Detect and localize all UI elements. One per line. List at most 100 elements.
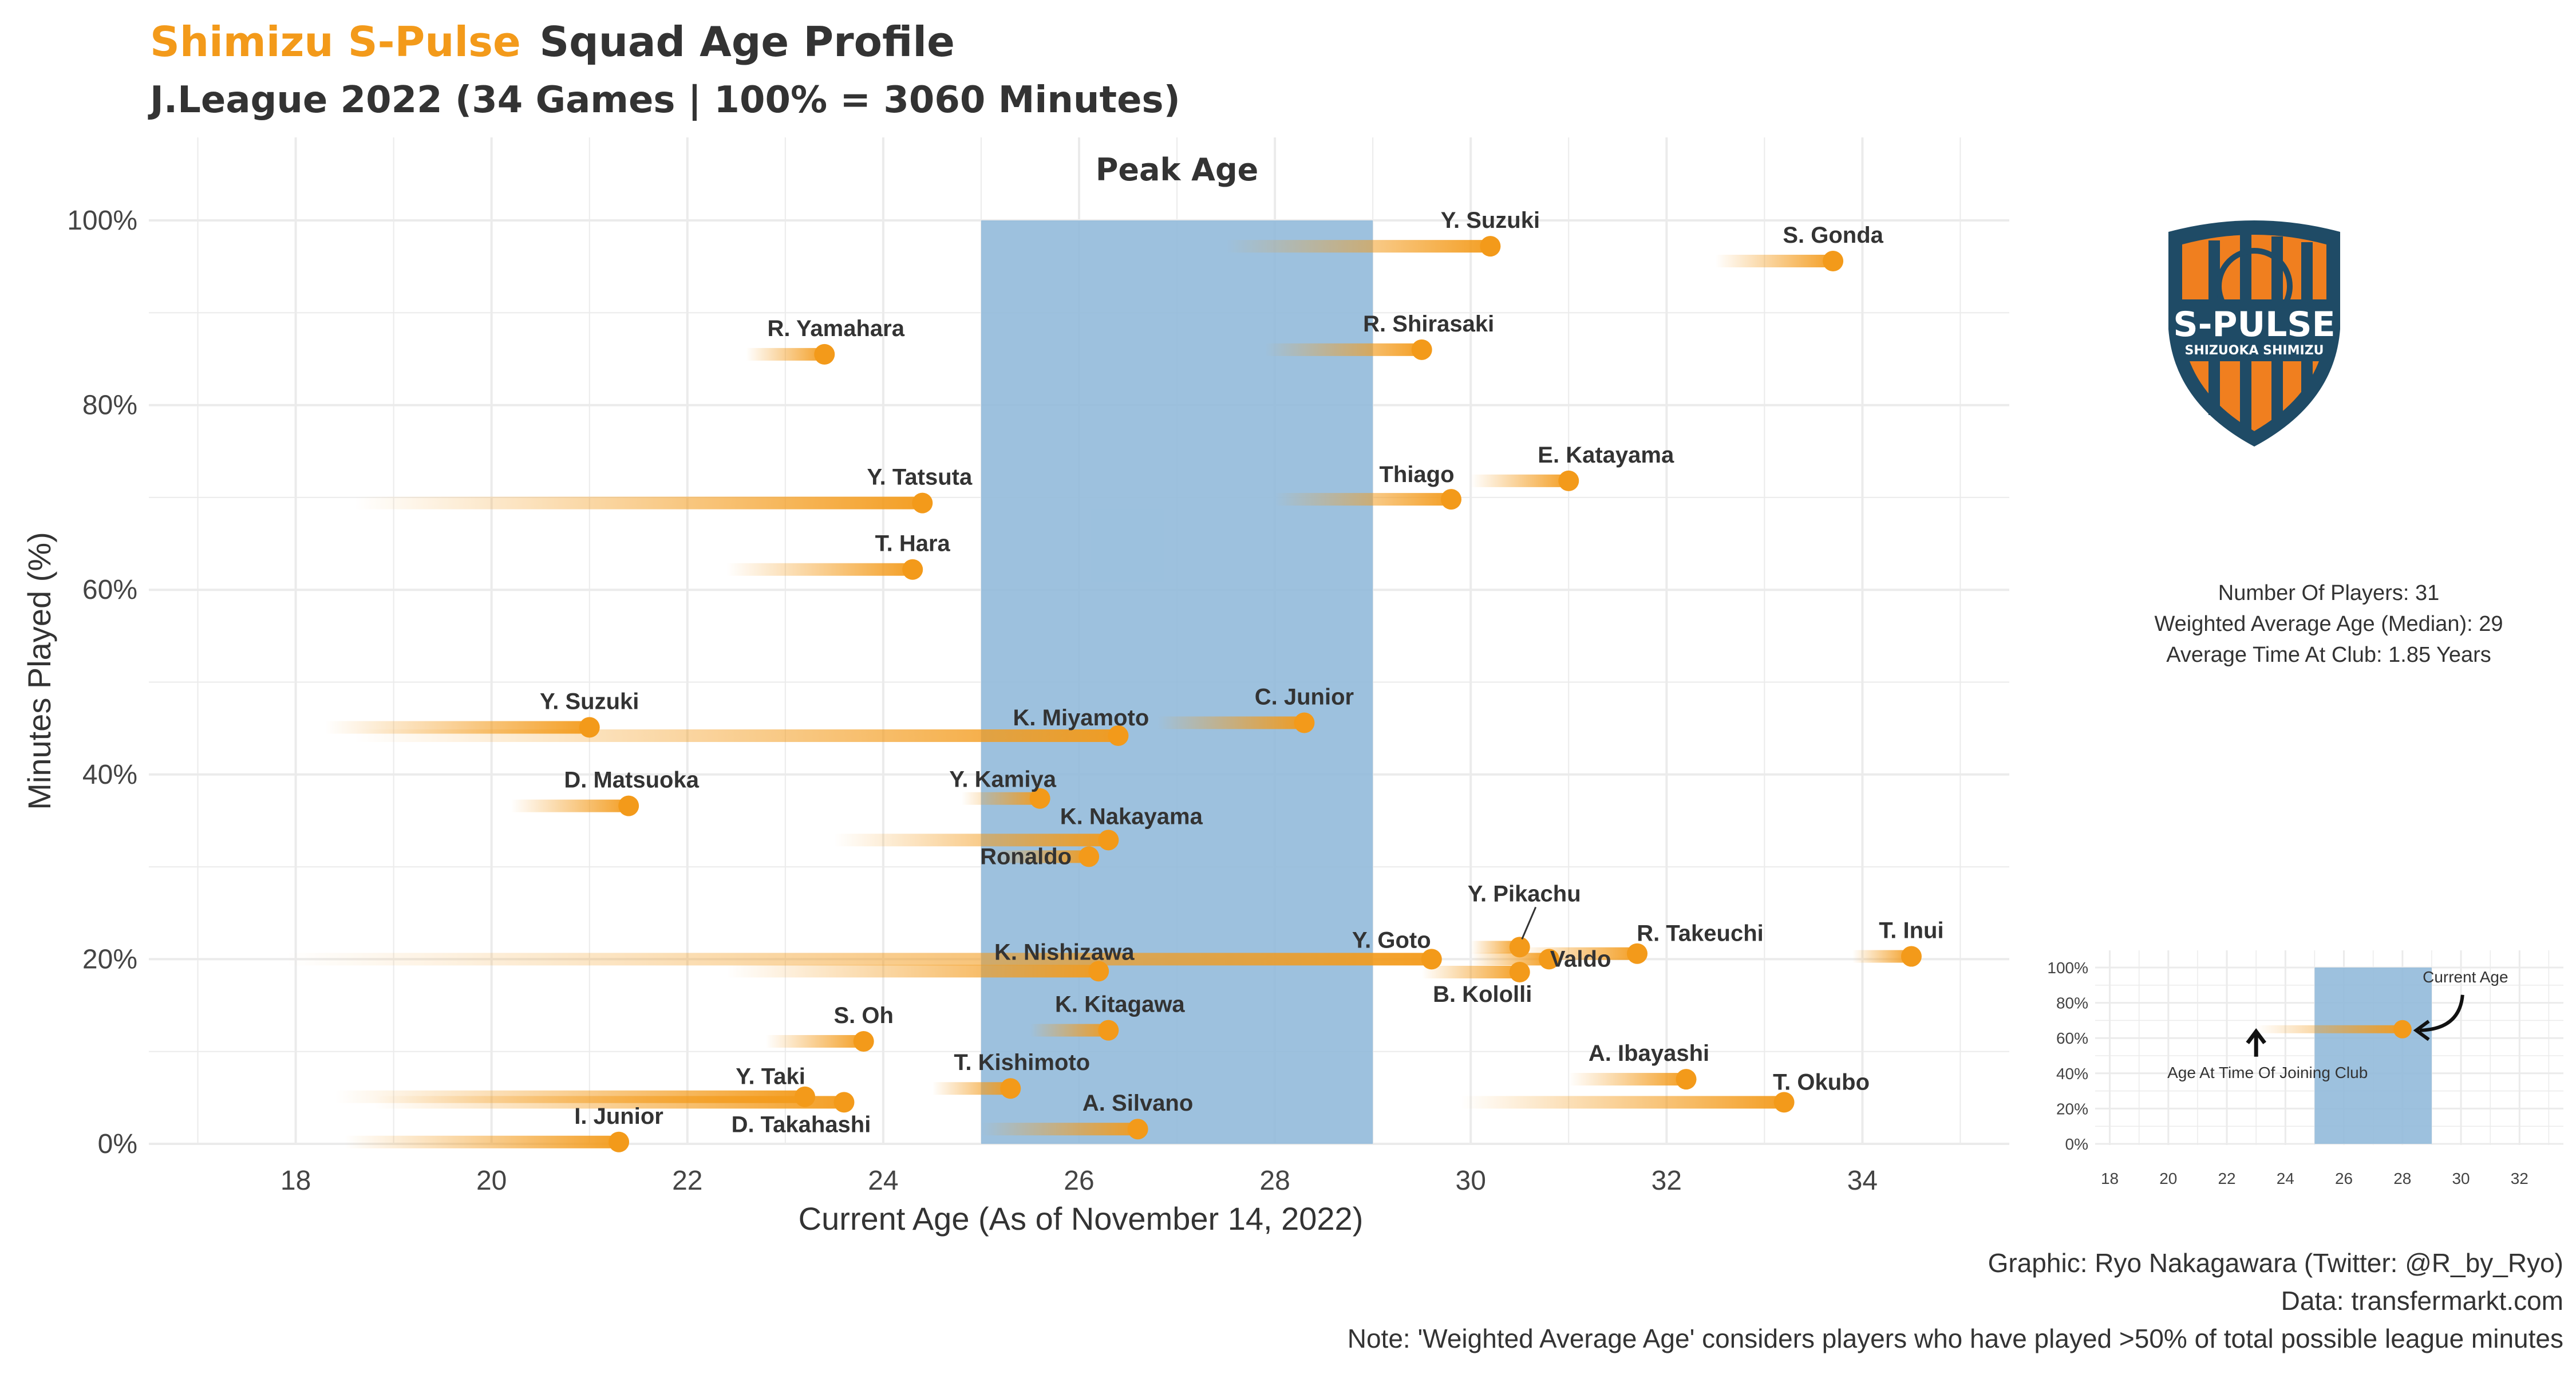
title-text: Squad Age Profile xyxy=(539,18,955,66)
player-labels: Y. Suzuki S. Gonda R. Yamahara R. Shirasaki… xyxy=(540,208,1944,1137)
player-point xyxy=(1088,961,1109,982)
footer-credit: Graphic: Ryo Nakagawara (Twitter: @R_by_… xyxy=(1988,1248,2563,1278)
player-label: Y. Suzuki xyxy=(540,689,639,714)
inset-current-age-arrow xyxy=(2419,994,2464,1032)
player-label: I. Junior xyxy=(574,1104,663,1129)
player-label: B. Kololli xyxy=(1433,982,1532,1007)
player-label: R. Shirasaki xyxy=(1363,311,1494,337)
team-name: Shimizu S-Pulse xyxy=(150,18,521,66)
inset-x-tick: 28 xyxy=(2393,1170,2411,1187)
tenure-trail xyxy=(765,1035,864,1048)
player-label: Y. Goto xyxy=(1352,927,1431,953)
stat-number-of-players: Number Of Players: 31 xyxy=(2218,581,2439,605)
player-point xyxy=(814,344,835,365)
y-axis-ticks: 0% 20% 40% 60% 80% 100% xyxy=(67,206,137,1159)
player-point xyxy=(1078,846,1100,867)
player-point xyxy=(609,1131,630,1152)
player-label: Y. Tatsuta xyxy=(867,465,973,490)
tenure-trail xyxy=(1265,343,1422,356)
tenure-trail xyxy=(932,1082,1011,1095)
tenure-trail xyxy=(726,965,1099,978)
inset-x-tick: 20 xyxy=(2159,1170,2177,1187)
tenure-trail xyxy=(1471,941,1520,954)
player-label: T. Okubo xyxy=(1773,1069,1870,1095)
player-point xyxy=(1539,949,1560,970)
club-logo: S-PULSE SHIZUOKA SHIMIZU xyxy=(2168,220,2340,447)
player-point xyxy=(1108,725,1129,747)
player-label: Y. Pikachu xyxy=(1468,881,1581,906)
tenure-trail xyxy=(374,1096,844,1109)
tenure-trail xyxy=(834,834,1109,847)
stat-weighted-average-age: Weighted Average Age (Median): 29 xyxy=(2154,612,2503,636)
inset-joined-arrow-head xyxy=(2246,1028,2266,1044)
footer-note: Note: 'Weighted Average Age' considers p… xyxy=(1348,1324,2563,1353)
player-point xyxy=(1627,943,1647,964)
tenure-trail xyxy=(1852,950,1911,963)
inset-example-point xyxy=(2393,1020,2412,1039)
player-label: Y. Kamiya xyxy=(949,767,1057,792)
player-label: K. Miyamoto xyxy=(1013,705,1149,731)
label-pointer-line xyxy=(1521,906,1537,940)
x-axis-ticks: 18 20 22 24 26 28 30 32 34 xyxy=(280,1166,1878,1196)
tenure-trail xyxy=(345,1135,619,1148)
x-tick-label: 20 xyxy=(476,1166,507,1196)
inset-x-tick: 18 xyxy=(2101,1170,2119,1187)
player-point xyxy=(1029,788,1050,809)
x-tick-label: 18 xyxy=(280,1166,311,1196)
player-point xyxy=(1421,949,1442,970)
tenure-trail xyxy=(354,729,1119,743)
inset-y-tick: 100% xyxy=(2047,959,2088,977)
player-point xyxy=(1098,830,1119,851)
player-label: T. Hara xyxy=(875,531,951,556)
player-point xyxy=(853,1030,874,1052)
player-point xyxy=(1411,339,1432,360)
inset-y-tick: 0% xyxy=(2065,1135,2088,1153)
player-label: A. Ibayashi xyxy=(1589,1041,1709,1066)
player-label: Thiago xyxy=(1379,462,1454,487)
stat-average-time-at-club: Average Time At Club: 1.85 Years xyxy=(2166,643,2491,667)
x-tick-label: 34 xyxy=(1847,1166,1878,1196)
player-point xyxy=(1294,712,1315,733)
player-point xyxy=(1480,236,1501,257)
y-tick-label: 20% xyxy=(82,944,137,974)
tenure-trail xyxy=(961,792,1040,805)
y-tick-label: 0% xyxy=(98,1129,137,1159)
player-label: K. Nishizawa xyxy=(994,939,1135,965)
tenure-trail xyxy=(286,953,1432,966)
player-point xyxy=(795,1086,816,1107)
x-tick-label: 32 xyxy=(1652,1166,1682,1196)
logo-sub-text: SHIZUOKA SHIMIZU xyxy=(2184,344,2324,358)
inset-y-tick: 60% xyxy=(2056,1029,2088,1047)
tenure-trail xyxy=(1157,716,1305,729)
tenure-trail xyxy=(1461,1096,1784,1109)
peak-age-band: Peak Age xyxy=(981,152,1373,1144)
chart-title: Shimizu S-Pulse Squad Age Profile xyxy=(150,18,955,66)
inset-y-tick: 20% xyxy=(2056,1100,2088,1118)
tenure-trail xyxy=(1226,240,1491,253)
player-point xyxy=(1000,1078,1021,1099)
x-axis-label: Current Age (As of November 14, 2022) xyxy=(799,1201,1364,1237)
inset-y-tick: 80% xyxy=(2056,994,2088,1012)
peak-age-rect xyxy=(981,220,1373,1144)
tenure-trail xyxy=(1275,493,1451,506)
chart-subtitle: J.League 2022 (34 Games | 100% = 3060 Mi… xyxy=(148,79,1180,121)
logo-main-text: S-PULSE xyxy=(2173,305,2335,345)
inset-joined-label: Age At Time Of Joining Club xyxy=(2167,1064,2368,1081)
x-tick-label: 30 xyxy=(1456,1166,1486,1196)
tenure-trail xyxy=(1568,1073,1686,1086)
tenure-trail xyxy=(1715,254,1834,267)
player-point xyxy=(1098,1020,1119,1041)
player-label: S. Oh xyxy=(833,1003,893,1028)
inset-x-tick: 22 xyxy=(2218,1170,2235,1187)
player-label: A. Silvano xyxy=(1082,1091,1193,1116)
inset-x-tick: 26 xyxy=(2335,1170,2353,1187)
player-point xyxy=(579,717,600,738)
player-point xyxy=(1509,961,1530,982)
inset-x-tick: 32 xyxy=(2511,1170,2528,1187)
player-label: T. Kishimoto xyxy=(954,1050,1090,1075)
player-label: C. Junior xyxy=(1255,684,1354,709)
y-tick-label: 40% xyxy=(82,760,137,790)
player-point xyxy=(1901,946,1922,967)
tenure-trail xyxy=(991,850,1089,863)
inset-peak-band xyxy=(2314,968,2432,1144)
